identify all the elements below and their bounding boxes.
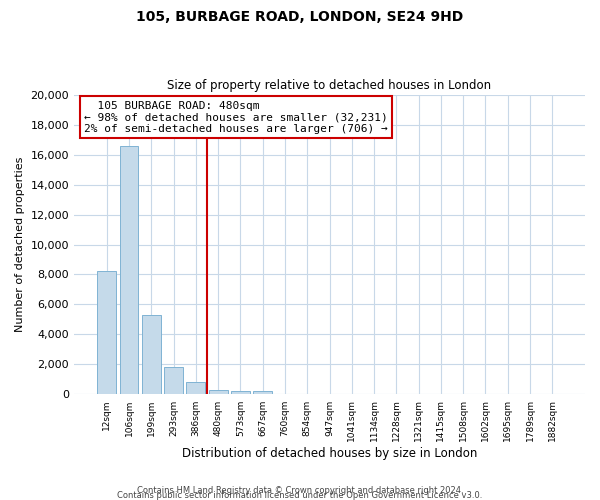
Bar (187, 382, 205, 394)
Bar (209, 390, 227, 394)
Text: Contains public sector information licensed under the Open Government Licence v3: Contains public sector information licen… (118, 491, 482, 500)
X-axis label: Distribution of detached houses by size in London: Distribution of detached houses by size … (182, 447, 477, 460)
Bar (164, 368, 183, 394)
Text: Contains HM Land Registry data © Crown copyright and database right 2024.: Contains HM Land Registry data © Crown c… (137, 486, 463, 495)
Text: 105 BURBAGE ROAD: 480sqm  
← 98% of detached houses are smaller (32,231)
2% of s: 105 BURBAGE ROAD: 480sqm ← 98% of detach… (84, 100, 388, 134)
Bar (231, 390, 250, 394)
Bar (119, 146, 139, 394)
Text: 105, BURBAGE ROAD, LONDON, SE24 9HD: 105, BURBAGE ROAD, LONDON, SE24 9HD (136, 10, 464, 24)
Y-axis label: Number of detached properties: Number of detached properties (15, 157, 25, 332)
Title: Size of property relative to detached houses in London: Size of property relative to detached ho… (167, 79, 491, 92)
Bar (253, 392, 272, 394)
Bar (97, 272, 116, 394)
Bar (142, 315, 161, 394)
